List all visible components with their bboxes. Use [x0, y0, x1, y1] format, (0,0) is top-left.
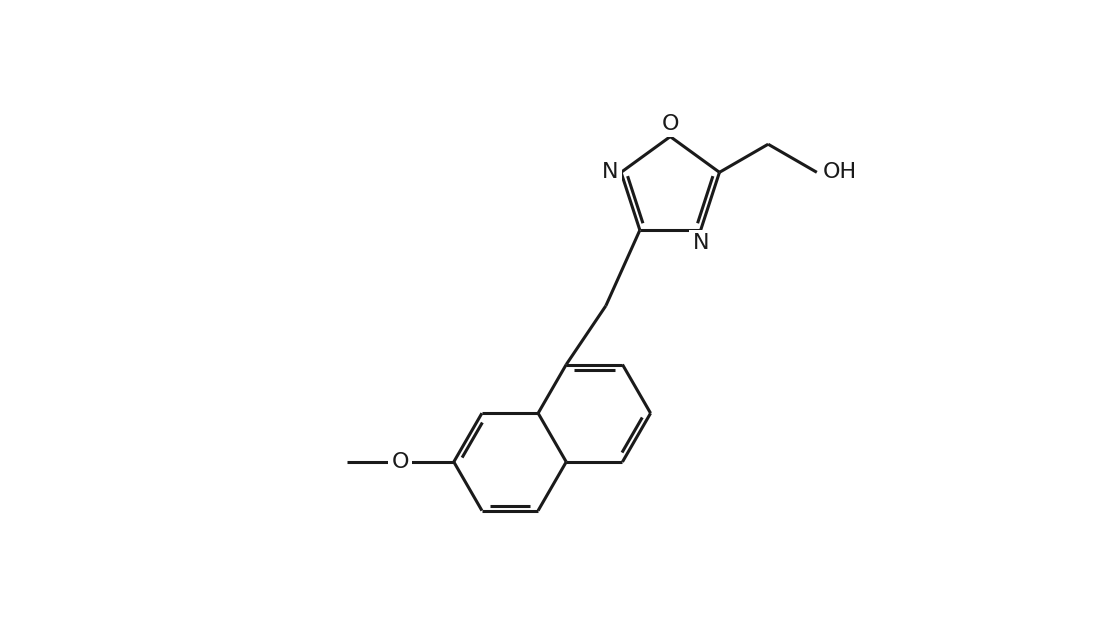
- Text: N: N: [693, 233, 709, 253]
- Text: O: O: [392, 452, 410, 472]
- Text: OH: OH: [823, 162, 857, 182]
- Text: N: N: [602, 162, 618, 182]
- Text: O: O: [662, 114, 679, 134]
